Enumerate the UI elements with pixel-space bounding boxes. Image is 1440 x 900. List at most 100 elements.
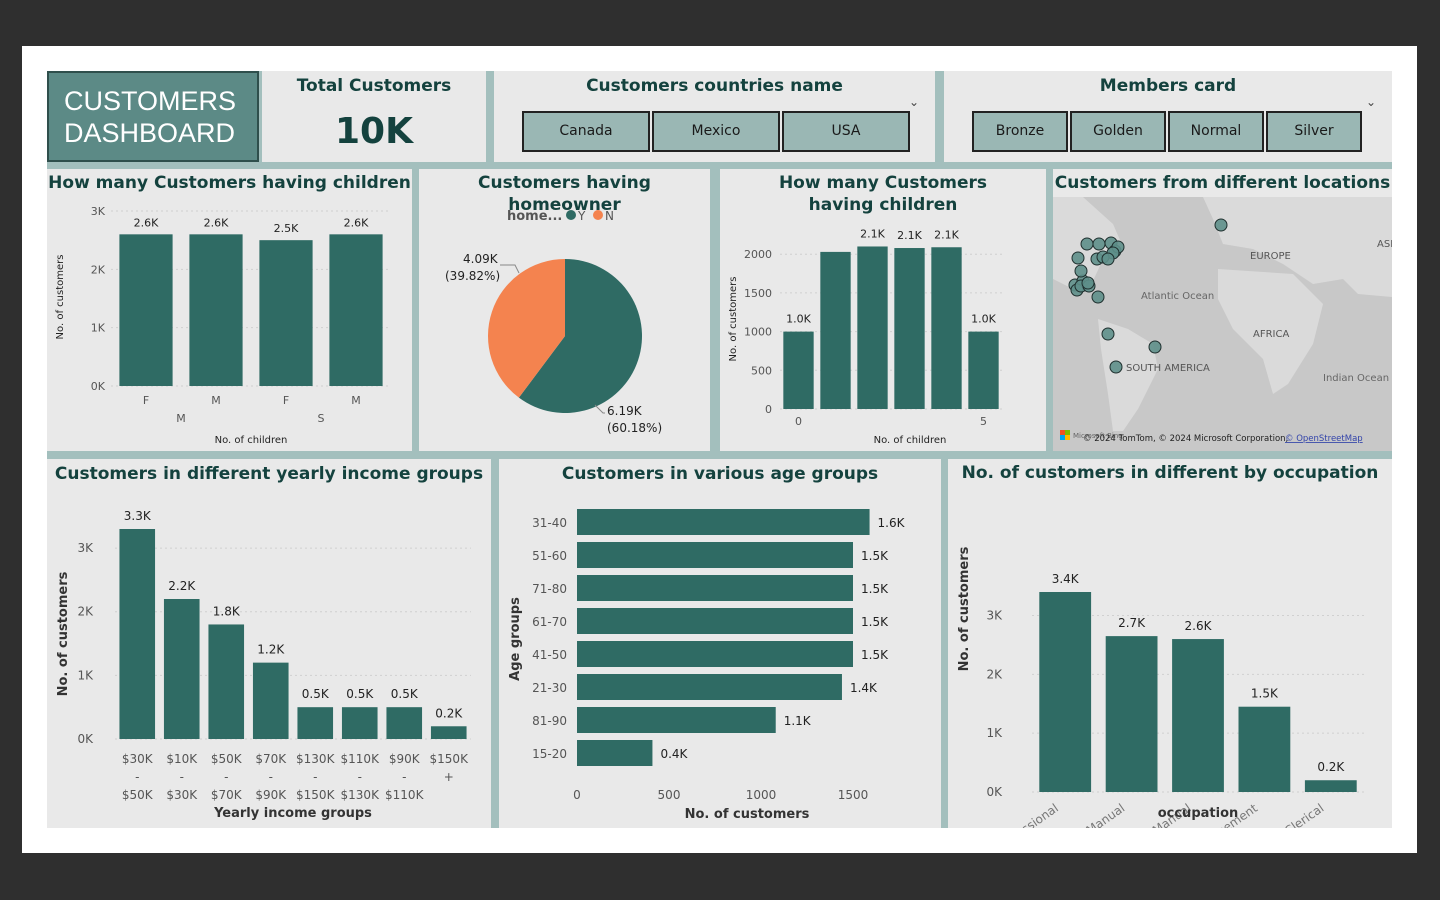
data-label: 1.5K (861, 615, 889, 629)
data-label: 1.4K (850, 681, 878, 695)
pie-slice (488, 259, 565, 398)
map-point (1109, 360, 1123, 374)
y-tick-label: 1500 (744, 287, 772, 300)
map-title: Customers from different locations (1054, 173, 1391, 193)
data-label: 2.6K (344, 216, 369, 229)
bar (430, 726, 467, 739)
y-tick-label: 0K (91, 380, 106, 393)
data-label: 2.6K (134, 216, 159, 229)
y-tick-label: 21-30 (532, 681, 567, 695)
y-tick-label: 3K (77, 541, 94, 555)
map-point (1091, 290, 1105, 304)
bar (577, 509, 870, 535)
x-tick-label: $130K (296, 752, 336, 766)
map-osm-link[interactable]: © OpenStreetMap (1285, 434, 1363, 444)
bar (1039, 592, 1092, 792)
data-label: 1.5K (861, 549, 889, 563)
map-land-eurasia (1203, 197, 1392, 297)
data-label: 2.6K (204, 216, 229, 229)
bar (341, 707, 378, 739)
x-axis-title: occupation (1158, 806, 1239, 821)
map-land-south-america (1098, 319, 1158, 431)
x-tick-label: 500 (658, 788, 681, 802)
data-label: 1.6K (878, 516, 906, 530)
chevron-down-icon[interactable]: ⌄ (908, 95, 919, 109)
age-chart: 0 500 1000 1500 1.6K 31-40 1.5K 51-60 1.5K 71-80 1… (508, 509, 906, 822)
x-tick-label: + (444, 770, 454, 784)
x-tick-label: $70K (211, 788, 243, 802)
data-label: 1.0K (786, 313, 811, 326)
x-tick-label: - (180, 770, 184, 784)
x-tick-label: 0 (573, 788, 581, 802)
map-point (1092, 237, 1106, 251)
kpi-card: Total Customers 10K (262, 71, 486, 162)
y-tick-label: 3K (986, 609, 1003, 623)
x-tick-label: $150K (296, 788, 336, 802)
map-label-atlantic: Atlantic Ocean (1141, 291, 1214, 302)
x-tick-label: $50K (122, 788, 154, 802)
bar (329, 234, 383, 386)
slicer-option-golden[interactable]: Golden (1070, 111, 1166, 152)
data-label: 3.4K (1052, 572, 1080, 586)
y-tick-label: 81-90 (532, 714, 567, 728)
y-tick-label: 15-20 (532, 747, 567, 761)
x-tick-label: Clerical (1282, 801, 1327, 828)
x-tick-label: F (283, 394, 289, 407)
x-tick-label: M (351, 394, 361, 407)
data-label: 0.2K (1317, 760, 1345, 774)
map-bing-logo: Microsoft Bing (1073, 432, 1123, 440)
bar (783, 331, 814, 409)
x-tick-label: - (269, 770, 273, 784)
bar (386, 707, 423, 739)
data-label: 0.5K (346, 687, 374, 701)
x-tick-label: $110K (385, 788, 425, 802)
slicer-option-canada[interactable]: Canada (522, 111, 650, 152)
chevron-down-icon[interactable]: ⌄ (1365, 95, 1376, 109)
map-attribution: © 2024 TomTom, © 2024 Microsoft Corporat… (1083, 434, 1288, 444)
slicer-option-normal[interactable]: Normal (1168, 111, 1264, 152)
income-chart-panel: Customers in different yearly income gro… (47, 459, 491, 828)
data-label: 2.1K (860, 227, 885, 240)
dashboard-board: CUSTOMERS DASHBOARD Total Customers 10K … (47, 71, 1392, 828)
bar (577, 707, 776, 733)
y-tick-label: 3K (91, 205, 106, 218)
chart-title: How many Customers having children (48, 173, 411, 193)
kpi-title: Total Customers (296, 76, 452, 96)
x-tick-label: - (135, 770, 139, 784)
x-tick-label: $130K (341, 788, 381, 802)
x-tick-label: $50K (211, 752, 243, 766)
leader-line (500, 264, 520, 274)
x-tick-label: - (313, 770, 317, 784)
bar (259, 240, 313, 386)
data-label: 1.0K (971, 313, 996, 326)
children-gender-chart-panel: How many Customers having children 0K 1K 2… (47, 169, 412, 451)
locations-map[interactable]: EUROPE ASI Atlantic Ocean AFRICA SOUTH A… (1053, 169, 1392, 451)
x-tick-label: $10K (166, 752, 198, 766)
slicer-option-bronze[interactable]: Bronze (972, 111, 1068, 152)
data-label: 3.3K (124, 509, 152, 523)
data-label-pct: (39.82%) (445, 269, 500, 283)
data-label: 1.2K (257, 643, 285, 657)
occupation-chart-panel: No. of customers in different by occupat… (948, 459, 1392, 828)
legend-marker (593, 210, 603, 220)
data-label: 1.5K (1251, 687, 1279, 701)
slicer-option-mexico[interactable]: Mexico (652, 111, 780, 152)
x-tick-label: $70K (255, 752, 287, 766)
x-tick-label: $30K (122, 752, 154, 766)
map-label-europe: EUROPE (1250, 251, 1291, 262)
chart-title: Customers having homeowner (478, 173, 651, 215)
x-tick-label: Professional (994, 801, 1061, 828)
countries-slicer: Customers countries name ⌄ Canada Mexico… (494, 71, 935, 162)
chart-title: Customers in different yearly income gro… (54, 464, 484, 484)
y-axis-title: No. of customers (957, 546, 972, 671)
bar (968, 331, 999, 409)
x-axis-title: Yearly income groups (213, 806, 372, 821)
bar (1304, 780, 1357, 792)
data-label: 1.1K (784, 714, 812, 728)
slicer-option-usa[interactable]: USA (782, 111, 910, 152)
data-label: 0.5K (391, 687, 419, 701)
x-tick-label: $30K (166, 788, 198, 802)
slicer-option-silver[interactable]: Silver (1266, 111, 1362, 152)
bar (820, 251, 851, 409)
y-tick-label: 0K (986, 785, 1003, 799)
